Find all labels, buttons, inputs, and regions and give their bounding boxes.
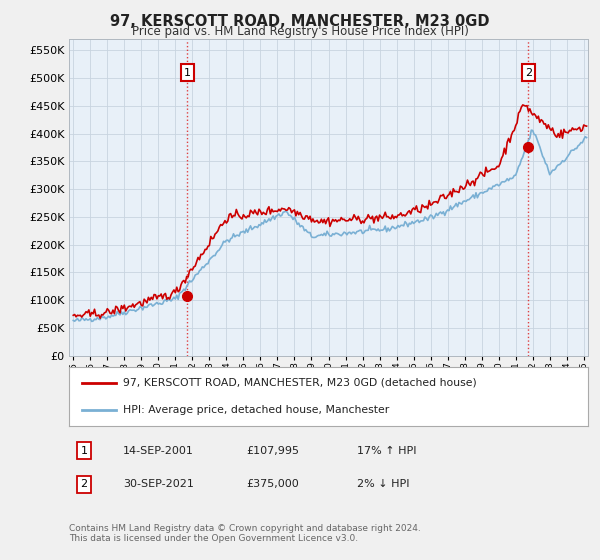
Text: 17% ↑ HPI: 17% ↑ HPI	[357, 446, 416, 456]
Text: Price paid vs. HM Land Registry's House Price Index (HPI): Price paid vs. HM Land Registry's House …	[131, 25, 469, 38]
Text: Contains HM Land Registry data © Crown copyright and database right 2024.
This d: Contains HM Land Registry data © Crown c…	[69, 524, 421, 543]
Text: 1: 1	[80, 446, 88, 456]
Text: 2% ↓ HPI: 2% ↓ HPI	[357, 479, 409, 489]
Text: 14-SEP-2001: 14-SEP-2001	[123, 446, 194, 456]
Text: 1: 1	[184, 68, 191, 77]
Text: £375,000: £375,000	[246, 479, 299, 489]
Text: HPI: Average price, detached house, Manchester: HPI: Average price, detached house, Manc…	[124, 405, 390, 415]
Text: 2: 2	[525, 68, 532, 77]
Text: 2: 2	[80, 479, 88, 489]
Text: 97, KERSCOTT ROAD, MANCHESTER, M23 0GD (detached house): 97, KERSCOTT ROAD, MANCHESTER, M23 0GD (…	[124, 377, 477, 388]
Text: £107,995: £107,995	[246, 446, 299, 456]
Text: 30-SEP-2021: 30-SEP-2021	[123, 479, 194, 489]
Text: 97, KERSCOTT ROAD, MANCHESTER, M23 0GD: 97, KERSCOTT ROAD, MANCHESTER, M23 0GD	[110, 14, 490, 29]
